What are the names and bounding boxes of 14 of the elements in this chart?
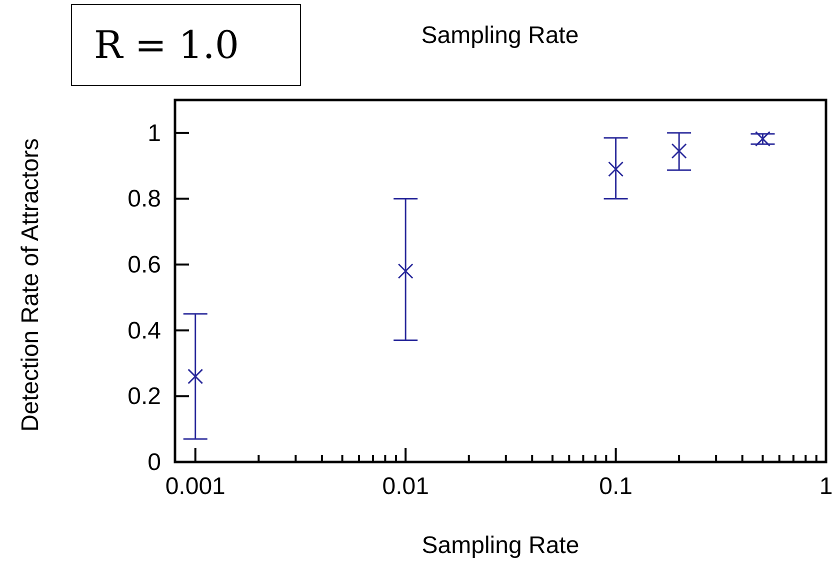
text: R = 1.0 xyxy=(71,4,301,86)
x-tick-label: 1 xyxy=(819,473,833,500)
x-tick-label: 0.1 xyxy=(599,473,632,500)
y-tick-label: 1 xyxy=(148,120,161,147)
x-tick-label: 0.01 xyxy=(382,473,429,500)
x-axis-title: Sampling Rate xyxy=(420,532,580,560)
y-axis-title: Detection Rate of Attractors xyxy=(17,138,44,432)
x-tick-label: 0.001 xyxy=(165,473,226,500)
y-tick-label: 0.4 xyxy=(128,317,161,344)
chart-title: Sampling Rate xyxy=(420,22,580,50)
y-tick-label: 0.2 xyxy=(128,383,161,410)
y-tick-label: 0.6 xyxy=(128,252,161,279)
y-tick-label: 0 xyxy=(148,449,161,476)
y-tick-label: 0.8 xyxy=(128,186,161,213)
